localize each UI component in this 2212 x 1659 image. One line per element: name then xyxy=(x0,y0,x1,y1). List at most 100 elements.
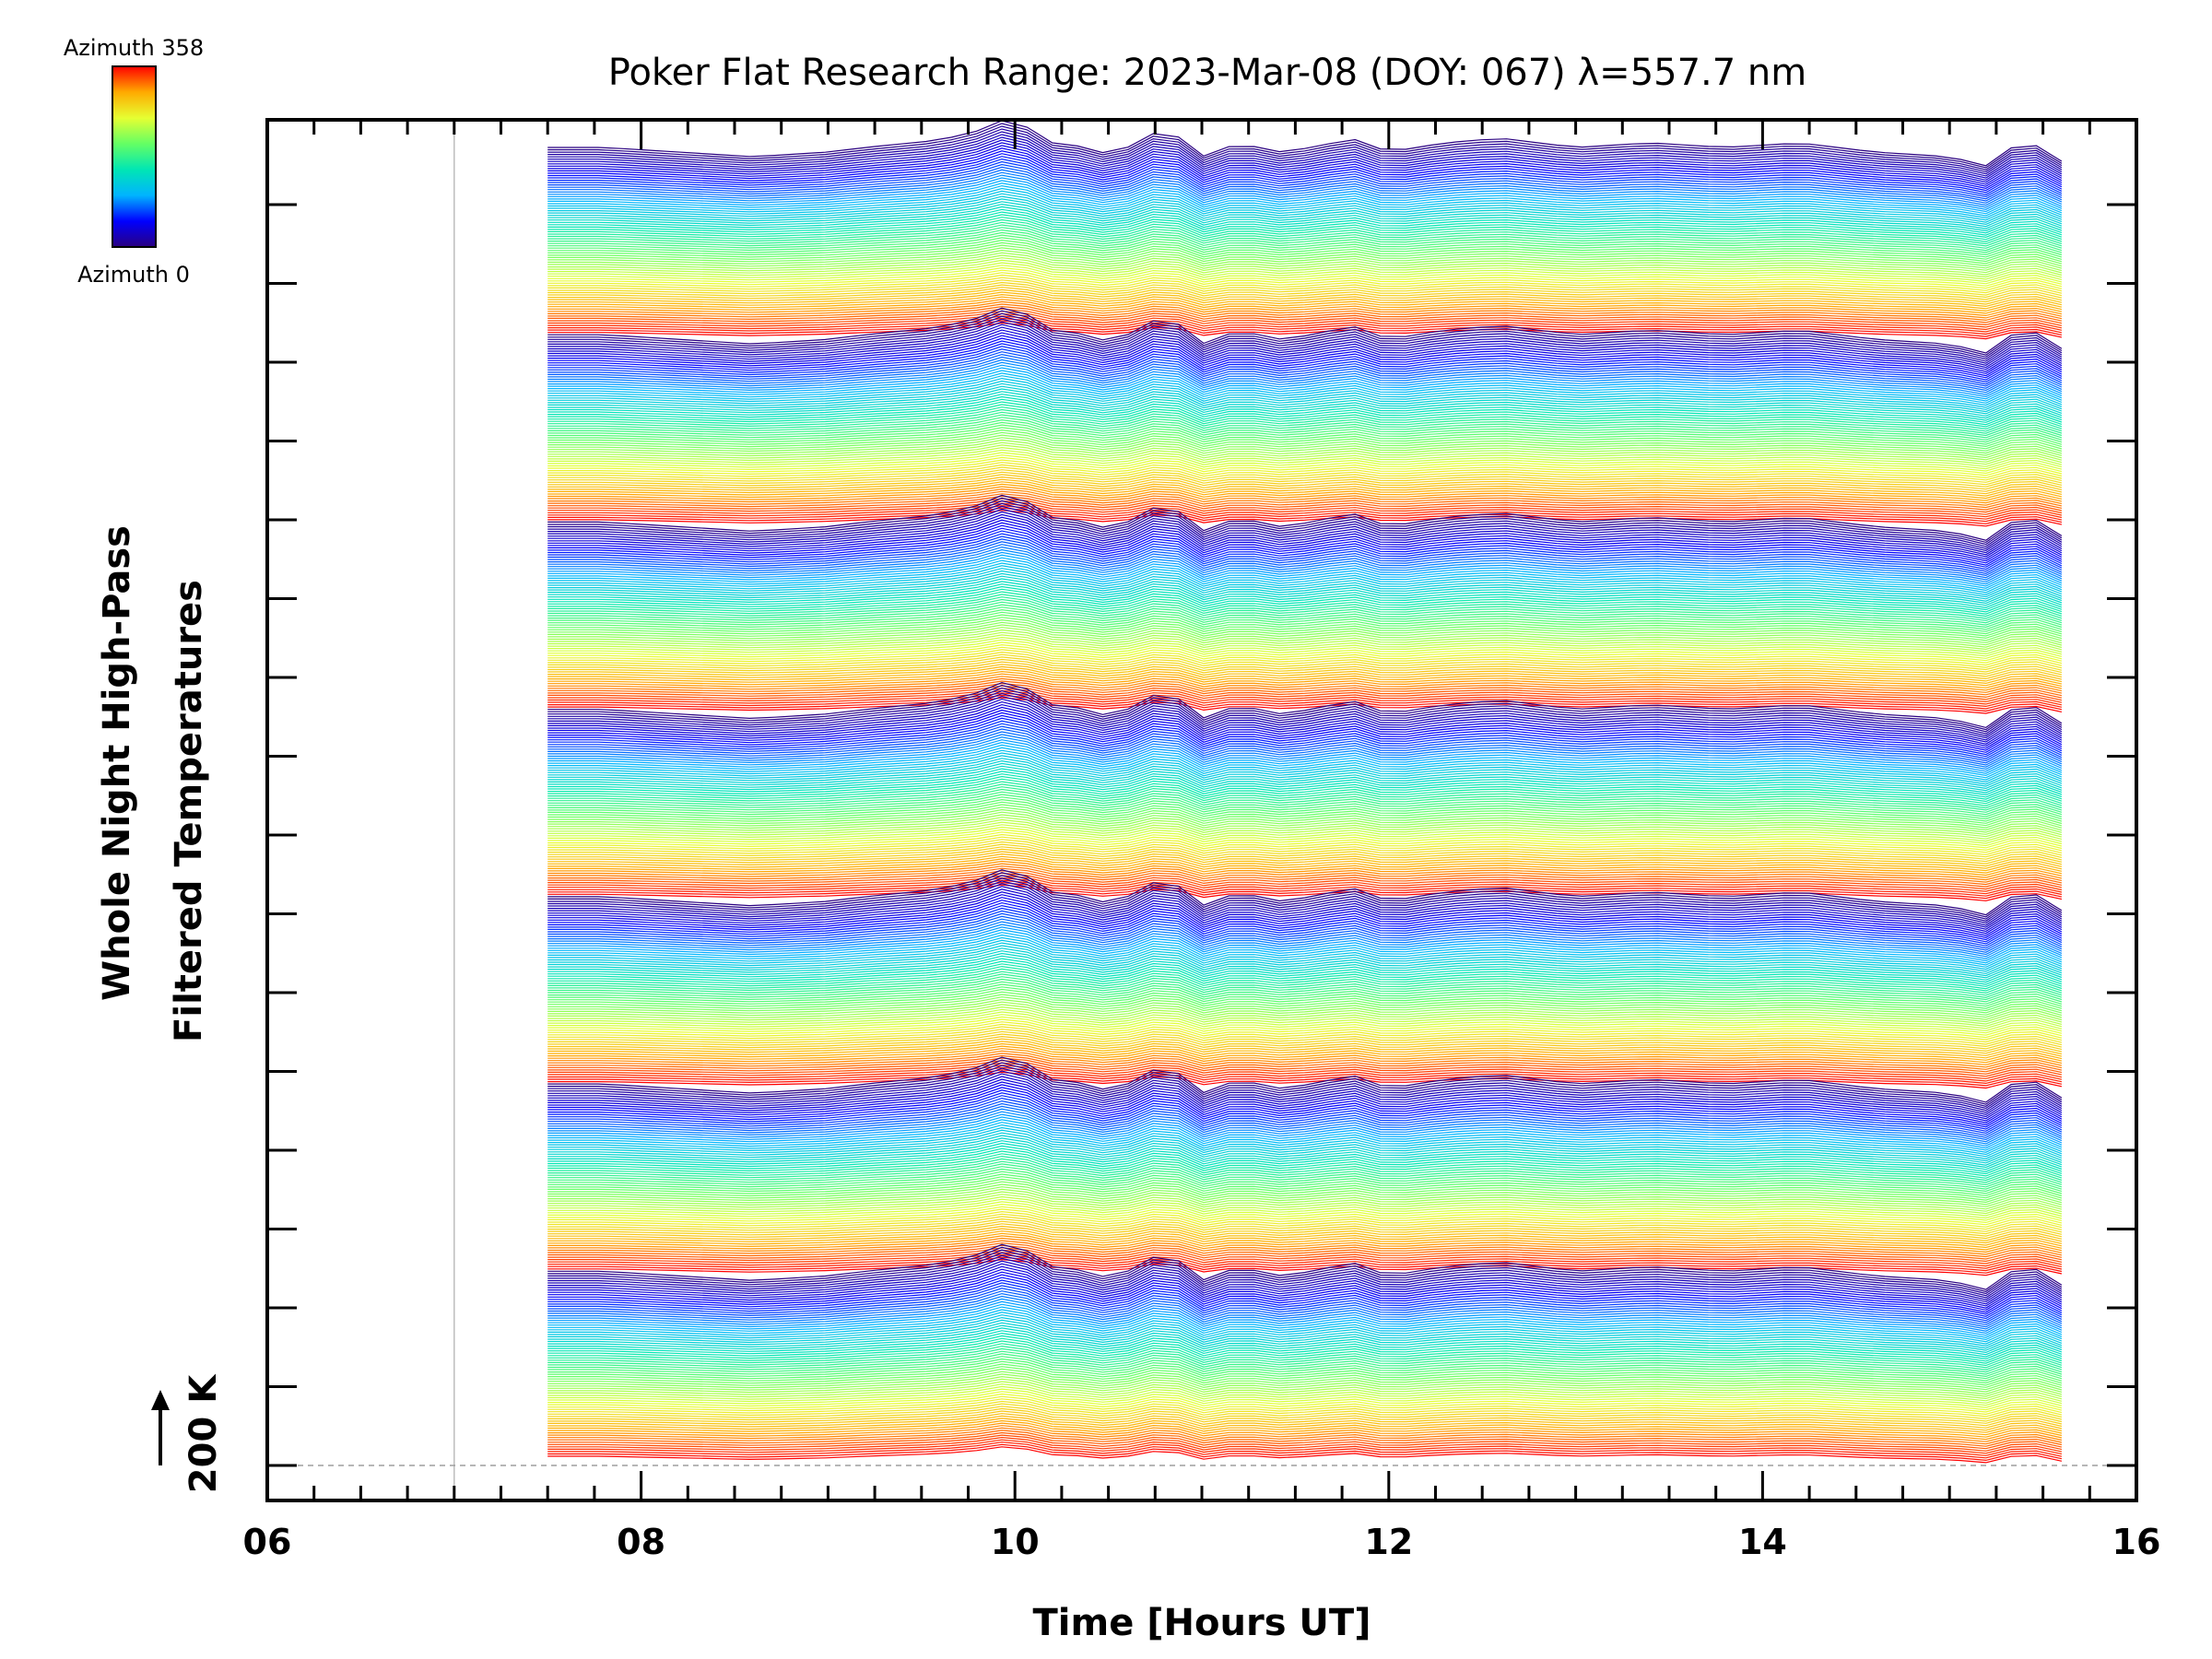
series-line xyxy=(547,1322,2063,1351)
series-line xyxy=(547,731,2063,766)
colorbar-max-label: Azimuth 358 xyxy=(64,35,204,61)
series-line xyxy=(547,269,2063,289)
series-line xyxy=(547,747,2063,779)
series-line xyxy=(547,575,2063,605)
y-axis-label-line2: Filtered Temperatures xyxy=(168,580,210,1042)
series-line xyxy=(547,516,2063,558)
series-line xyxy=(547,824,2063,844)
series-line xyxy=(547,991,2063,1014)
series-line xyxy=(547,910,2063,947)
series-line xyxy=(547,821,2063,842)
series-line xyxy=(547,960,2063,987)
series-line xyxy=(547,452,2063,472)
series-line xyxy=(547,706,2063,747)
series-line xyxy=(547,346,2063,383)
series-line xyxy=(547,1089,2063,1128)
series-line xyxy=(547,507,2063,524)
series-line xyxy=(547,1353,2063,1378)
series-line xyxy=(547,604,2063,629)
series-line xyxy=(547,1410,2063,1429)
series-line xyxy=(547,139,2063,182)
series-line xyxy=(547,1087,2063,1126)
series-line xyxy=(547,1191,2063,1212)
series-line xyxy=(547,939,2063,971)
series-line xyxy=(547,244,2063,267)
scale-indicator: 200 K xyxy=(151,1373,225,1493)
series-line xyxy=(547,723,2063,759)
series-line xyxy=(547,998,2063,1020)
series-line xyxy=(547,370,2063,402)
series-line xyxy=(547,408,2063,434)
series-line xyxy=(547,1288,2063,1324)
series-line xyxy=(547,973,2063,998)
series-line xyxy=(547,1135,2063,1164)
series-line xyxy=(547,883,2063,926)
series-line xyxy=(547,1062,2063,1107)
series-line xyxy=(547,1155,2063,1182)
series-line xyxy=(547,227,2063,252)
up-arrow-icon xyxy=(151,1390,170,1410)
series-line xyxy=(547,315,2063,360)
series-line xyxy=(547,1119,2063,1151)
series-line xyxy=(547,1198,2063,1219)
series-line xyxy=(547,502,2063,547)
series-line xyxy=(547,1095,2063,1132)
series-line xyxy=(547,741,2063,774)
series-layer xyxy=(547,120,2063,1464)
series-line xyxy=(547,303,2063,322)
series-line xyxy=(547,312,2063,359)
series-line xyxy=(547,388,2063,417)
series-line xyxy=(547,836,2063,855)
series-line xyxy=(547,572,2063,602)
series-line xyxy=(547,1108,2063,1143)
series-line xyxy=(547,684,2063,731)
series-line xyxy=(547,952,2063,981)
series-line xyxy=(547,714,2063,753)
series-line xyxy=(547,720,2063,758)
series-line xyxy=(547,279,2063,299)
series-line xyxy=(547,736,2063,771)
series-line xyxy=(547,1042,2063,1061)
series-line xyxy=(547,826,2063,847)
series-line xyxy=(547,437,2063,459)
series-line xyxy=(547,947,2063,977)
series-line xyxy=(547,359,2063,394)
series-line xyxy=(547,617,2063,640)
series-line xyxy=(547,656,2063,676)
series-line xyxy=(547,578,2063,606)
series-line xyxy=(547,239,2063,263)
series-line xyxy=(547,1393,2063,1413)
series-line xyxy=(547,594,2063,619)
x-tick-label: 08 xyxy=(617,1522,665,1562)
series-line xyxy=(547,305,2063,324)
series-line xyxy=(547,877,2063,922)
series-line xyxy=(547,469,2063,488)
series-line xyxy=(547,608,2063,632)
series-line xyxy=(547,752,2063,783)
series-line xyxy=(547,218,2063,245)
series-line xyxy=(547,1137,2063,1166)
series-line xyxy=(547,495,2063,513)
series-line xyxy=(547,1298,2063,1332)
series-line xyxy=(547,1178,2063,1201)
series-line xyxy=(547,123,2063,169)
series-line xyxy=(547,180,2063,213)
series-line xyxy=(547,1073,2063,1115)
series-line xyxy=(547,945,2063,974)
series-line xyxy=(547,636,2063,657)
series-line xyxy=(547,136,2063,179)
series-line xyxy=(547,208,2063,236)
series-line xyxy=(547,201,2063,229)
series-line xyxy=(547,1203,2063,1224)
series-line xyxy=(547,471,2063,490)
series-line xyxy=(547,1059,2063,1077)
series-line xyxy=(547,682,2063,700)
series-line xyxy=(547,1048,2063,1065)
series-line xyxy=(547,611,2063,635)
series-line xyxy=(547,1195,2063,1217)
series-line xyxy=(547,343,2063,381)
series-line xyxy=(547,307,2063,354)
series-line xyxy=(547,1029,2063,1048)
series-line xyxy=(547,983,2063,1007)
series-line xyxy=(547,329,2063,371)
